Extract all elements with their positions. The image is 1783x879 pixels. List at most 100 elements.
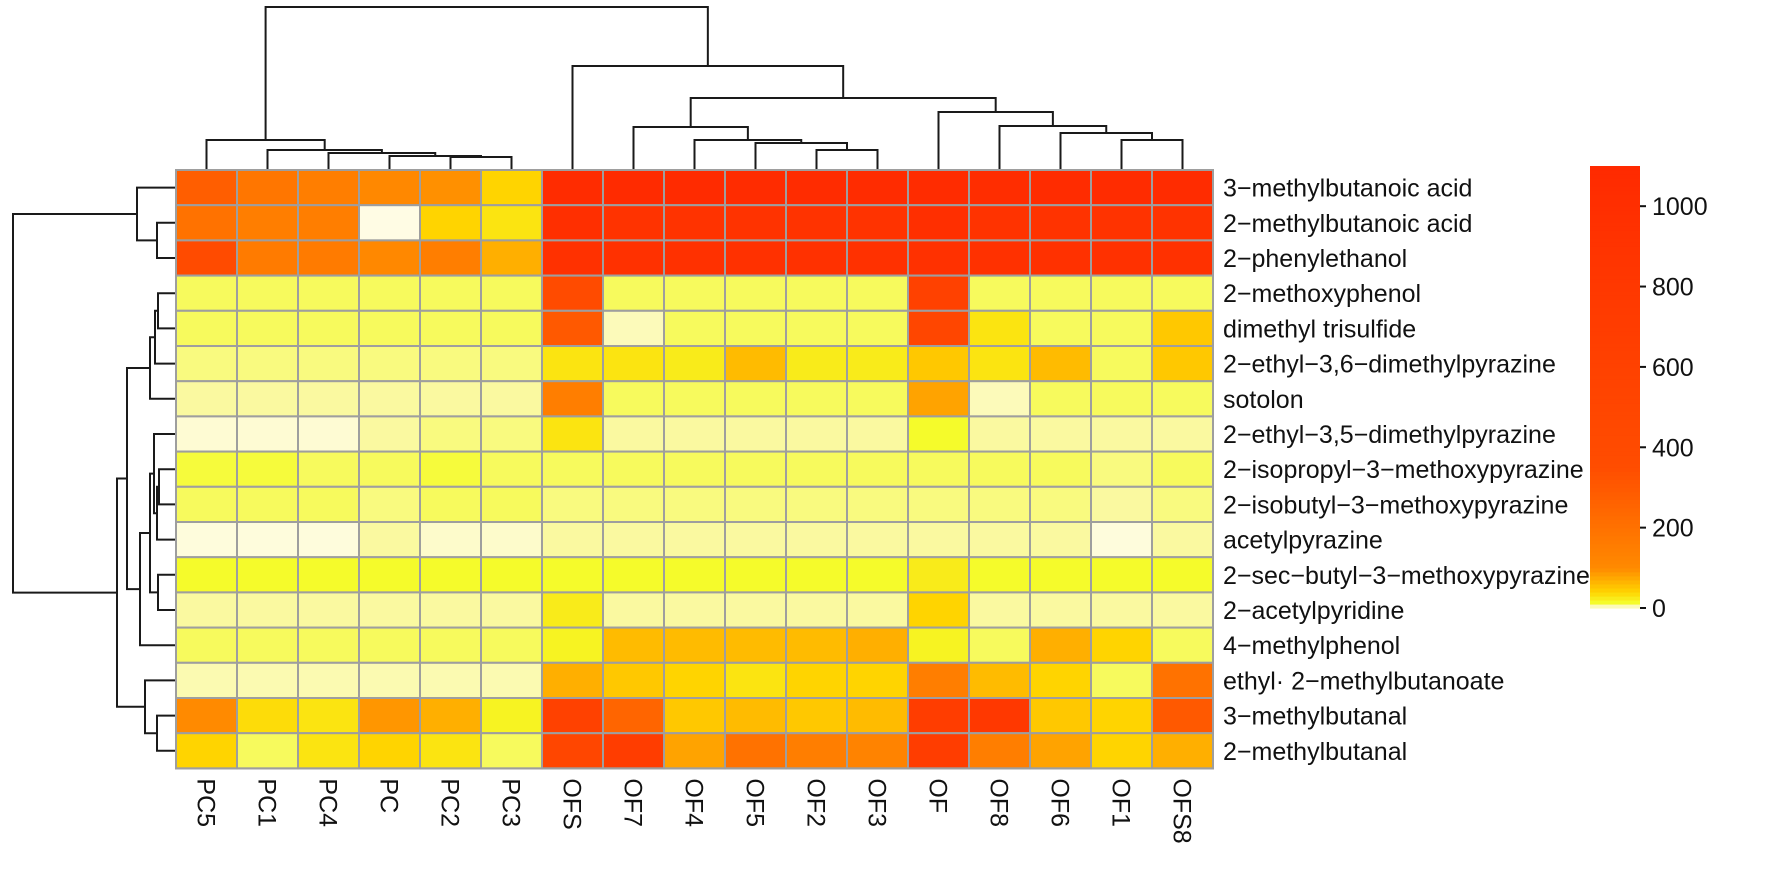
heatmap-cell [236, 239, 299, 277]
heatmap-cell [419, 309, 482, 347]
row-label: 2−methoxyphenol [1223, 280, 1421, 308]
color-scale-band [1590, 194, 1640, 199]
heatmap-cell [968, 661, 1031, 699]
color-scale-band [1590, 206, 1640, 211]
color-scale-ticks: 0 200 400 600 800 1000 [1640, 193, 1708, 623]
color-scale-band [1590, 467, 1640, 472]
heatmap-cell [419, 274, 482, 312]
dendrogram-link [937, 111, 1054, 170]
heatmap-cell [724, 732, 787, 770]
heatmap-cell [785, 556, 848, 594]
row-label: 2−acetylpyridine [1223, 597, 1404, 625]
color-scale-band [1590, 346, 1640, 352]
heatmap-cell [907, 309, 970, 347]
heatmap-cell [1151, 204, 1214, 242]
heatmap-cell [480, 415, 543, 453]
heatmap-cell [1151, 274, 1214, 312]
heatmap-cell [907, 239, 970, 277]
color-scale-band [1590, 447, 1640, 452]
heatmap-cell [846, 204, 909, 242]
color-scale-band [1590, 431, 1640, 436]
heatmap-cell [358, 415, 421, 453]
dendrogram-link [12, 213, 137, 594]
heatmap-cell [419, 345, 482, 383]
heatmap-cell [1151, 345, 1214, 383]
heatmap-cell [541, 274, 604, 312]
color-scale-band [1590, 222, 1640, 227]
heatmap-cell [419, 732, 482, 770]
row-label: 2−sec−butyl−3−methoxypyrazine [1223, 562, 1590, 590]
color-scale-band [1590, 286, 1640, 292]
color-scale-band [1590, 423, 1640, 428]
dendrogram-link [1120, 139, 1184, 170]
heatmap-cell [663, 732, 726, 770]
heatmap-cell [1151, 697, 1214, 735]
dendrogram-link [157, 292, 176, 330]
color-scale-band [1590, 507, 1640, 513]
color-scale-band [1590, 178, 1640, 183]
heatmap-cell [541, 415, 604, 453]
heatmap-cell [1151, 169, 1214, 207]
heatmap-cell [602, 556, 665, 594]
heatmap-cell [785, 661, 848, 699]
heatmap-cell [236, 591, 299, 629]
heatmap-cell [175, 239, 238, 277]
heatmap-cell [1090, 661, 1153, 699]
heatmap-cell [907, 591, 970, 629]
heatmap-cell [602, 521, 665, 559]
color-scale-band [1590, 443, 1640, 448]
heatmap-cell [541, 556, 604, 594]
heatmap-cell [175, 521, 238, 559]
dendrogram-link [149, 336, 176, 400]
row-label: 2−ethyl−3,5−dimethylpyrazine [1223, 421, 1556, 449]
color-scale-band [1590, 214, 1640, 219]
heatmap-cell [724, 415, 787, 453]
heatmap-cell [968, 732, 1031, 770]
heatmap-cell [663, 380, 726, 418]
heatmap-cell [968, 485, 1031, 523]
heatmap-cell [663, 697, 726, 735]
heatmap-cell [480, 697, 543, 735]
color-scale-band [1590, 403, 1640, 408]
color-scale-band [1590, 511, 1640, 517]
heatmap-cell [480, 485, 543, 523]
heatmap-cell [724, 204, 787, 242]
heatmap-cell [358, 169, 421, 207]
heatmap-cell [358, 626, 421, 664]
heatmap-cell [358, 345, 421, 383]
heatmap-cell [541, 626, 604, 664]
heatmap-cell [358, 309, 421, 347]
heatmap-cell [358, 591, 421, 629]
heatmap-cell [480, 169, 543, 207]
heatmap-cell [358, 485, 421, 523]
heatmap-cell [297, 732, 360, 770]
heatmap-cell [1151, 626, 1214, 664]
color-scale-band [1590, 411, 1640, 416]
color-scale-band [1590, 170, 1640, 175]
heatmap-cell [1090, 415, 1153, 453]
heatmap-cell [297, 380, 360, 418]
heatmap-cell [480, 556, 543, 594]
row-label: 3−methylbutanal [1223, 703, 1407, 731]
row-label: 2−ethyl−3,6−dimethylpyrazine [1223, 351, 1556, 379]
heatmap-cell [663, 521, 726, 559]
heatmap-cell [663, 626, 726, 664]
heatmap-cell [358, 380, 421, 418]
column-label: OF8 [985, 778, 1013, 827]
heatmap-cell [175, 556, 238, 594]
dendrogram-link [754, 142, 848, 170]
heatmap-cell [541, 591, 604, 629]
heatmap-cell [236, 626, 299, 664]
heatmap-cell [1090, 556, 1153, 594]
dendrogram-link [571, 65, 845, 170]
heatmap-cell [907, 345, 970, 383]
heatmap-cell [1029, 626, 1092, 664]
heatmap-cell [541, 169, 604, 207]
heatmap-cell [236, 345, 299, 383]
heatmap-cell [785, 697, 848, 735]
heatmap-cell [297, 521, 360, 559]
heatmap-cell [1029, 661, 1092, 699]
heatmap-cell [419, 661, 482, 699]
heatmap-cell [297, 591, 360, 629]
color-scale-band [1590, 439, 1640, 444]
